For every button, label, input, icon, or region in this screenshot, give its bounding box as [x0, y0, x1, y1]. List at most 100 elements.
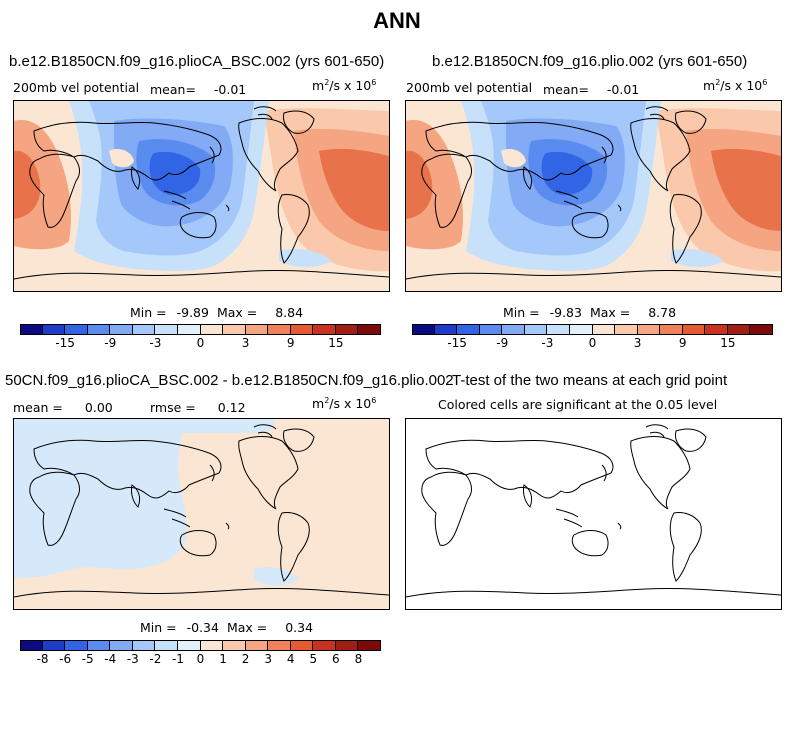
panel3-colorbar [20, 640, 381, 651]
colorbar-swatch [200, 324, 224, 335]
colorbar-swatch [290, 324, 314, 335]
panel2-mean: mean= -0.01 [543, 82, 639, 97]
colorbar-tick-label: -15 [447, 336, 467, 350]
panel2-colorbar [412, 324, 773, 335]
panel2-variable: 200mb vel potential [406, 80, 533, 95]
panel2-minmax: Min = -9.83 Max = 8.78 [503, 305, 676, 320]
colorbar-swatch [290, 640, 314, 651]
colorbar-swatch [245, 324, 269, 335]
colorbar-swatch [637, 324, 661, 335]
colorbar-swatch [65, 640, 88, 651]
panel3-field [14, 419, 389, 609]
colorbar-tick-label: 3 [264, 652, 273, 666]
colorbar-tick-label: -9 [496, 336, 509, 350]
colorbar-swatch [155, 640, 178, 651]
panel2-units-tail: /s x 10 [720, 78, 763, 94]
colorbar-tick-label: -8 [36, 652, 49, 666]
colorbar-swatch [110, 324, 133, 335]
colorbar-tick-label: 9 [678, 336, 687, 350]
colorbar-tick-label: 0 [196, 652, 205, 666]
colorbar-swatch [20, 324, 43, 335]
panel2-units-exp: 6 [762, 78, 768, 87]
panel3-units-base: m [312, 396, 325, 412]
panel1-field [14, 101, 389, 291]
panel1-units-base: m [312, 78, 325, 94]
colorbar-swatch [110, 640, 133, 651]
colorbar-tick-label: 2 [241, 652, 250, 666]
panel1-min-value: -9.89 [176, 305, 209, 320]
colorbar-swatch [87, 324, 111, 335]
colorbar-swatch [615, 324, 638, 335]
colorbar-swatch [42, 640, 66, 651]
colorbar-tick-label: -4 [104, 652, 117, 666]
panel3-units-tail: /s x 10 [329, 396, 372, 412]
colorbar-swatch [502, 324, 525, 335]
colorbar-swatch [223, 640, 246, 651]
panel1-units-exp: 6 [371, 78, 377, 87]
colorbar-tick-label: -1 [171, 652, 184, 666]
colorbar-swatch [335, 640, 359, 651]
colorbar-swatch [412, 324, 435, 335]
panel2-colorbar-ticks: -15 -9 -3 0 3 9 15 [412, 336, 773, 352]
colorbar-swatch [65, 324, 88, 335]
panel3-max-value: 0.34 [285, 620, 314, 635]
colorbar-swatch [313, 324, 336, 335]
panel1-title: b.e12.B1850CN.f09_g16.plioCA_BSC.002 (yr… [9, 53, 385, 70]
colorbar-tick-label: 15 [720, 336, 736, 350]
panel4-field [406, 424, 781, 598]
colorbar-swatch [434, 324, 458, 335]
colorbar-tick-label: 0 [588, 336, 597, 350]
colorbar-swatch [660, 324, 683, 335]
panel1-map [13, 100, 390, 292]
colorbar-swatch [268, 324, 291, 335]
colorbar-tick-label: -15 [55, 336, 75, 350]
panel3-rmse: rmse = 0.12 [150, 400, 246, 415]
colorbar-swatch [457, 324, 480, 335]
panel1-max-value: 8.84 [275, 305, 304, 320]
panel3-minmax: Min = -0.34 Max = 0.34 [140, 620, 313, 635]
colorbar-swatch [245, 640, 269, 651]
colorbar-tick-label: 9 [286, 336, 295, 350]
colorbar-swatch [524, 324, 548, 335]
colorbar-frame [20, 640, 381, 651]
colorbar-tick-label: -5 [81, 652, 94, 666]
panel3-max-label: Max = [226, 620, 268, 635]
colorbar-swatch [42, 324, 66, 335]
panel3-min-value: -0.34 [186, 620, 219, 635]
panel1-units-sup: 2 [324, 78, 330, 87]
panel1-colorbar-ticks: -15 -9 -3 0 3 9 15 [20, 336, 381, 352]
colorbar-swatch [200, 640, 224, 651]
panel3-mean-value: 0.00 [84, 400, 113, 415]
panel1-minmax: Min = -9.89 Max = 8.84 [130, 305, 303, 320]
panel2-map [405, 100, 782, 292]
panel2-mean-value: -0.01 [606, 82, 640, 97]
colorbar-tick-label: -3 [126, 652, 139, 666]
colorbar-tick-label: -3 [149, 336, 162, 350]
colorbar-swatch [682, 324, 706, 335]
panel2-min-value: -9.83 [549, 305, 582, 320]
colorbar-swatch [132, 640, 156, 651]
panel2-max-value: 8.78 [648, 305, 677, 320]
panel3-rmse-label: rmse = [150, 400, 196, 415]
panel3-title: 50CN.f09_g16.plioCA_BSC.002 - b.e12.B185… [5, 372, 454, 389]
panel3-rmse-value: 0.12 [217, 400, 246, 415]
colorbar-swatch [177, 324, 201, 335]
panel2-units-base: m [703, 78, 716, 94]
panel3-mean: mean = 0.00 [13, 400, 113, 415]
colorbar-tick-label: 15 [328, 336, 344, 350]
panel2-field [406, 101, 781, 291]
colorbar-swatch [592, 324, 616, 335]
panel1-units: m2/s x 106 [312, 78, 376, 93]
colorbar-tick-label: 6 [332, 652, 340, 666]
panel1-colorbar [20, 324, 381, 335]
panel3-map [13, 418, 390, 610]
panel2-max-label: Max = [589, 305, 631, 320]
colorbar-tick-label: -6 [59, 652, 72, 666]
panel3-mean-label: mean = [13, 400, 63, 415]
figure-title: ANN [373, 8, 421, 33]
colorbar-swatch [132, 324, 156, 335]
colorbar-tick-label: -9 [104, 336, 117, 350]
panel3-units-sup: 2 [324, 396, 330, 405]
colorbar-swatch [335, 324, 359, 335]
panel1-mean: mean= -0.01 [150, 82, 246, 97]
